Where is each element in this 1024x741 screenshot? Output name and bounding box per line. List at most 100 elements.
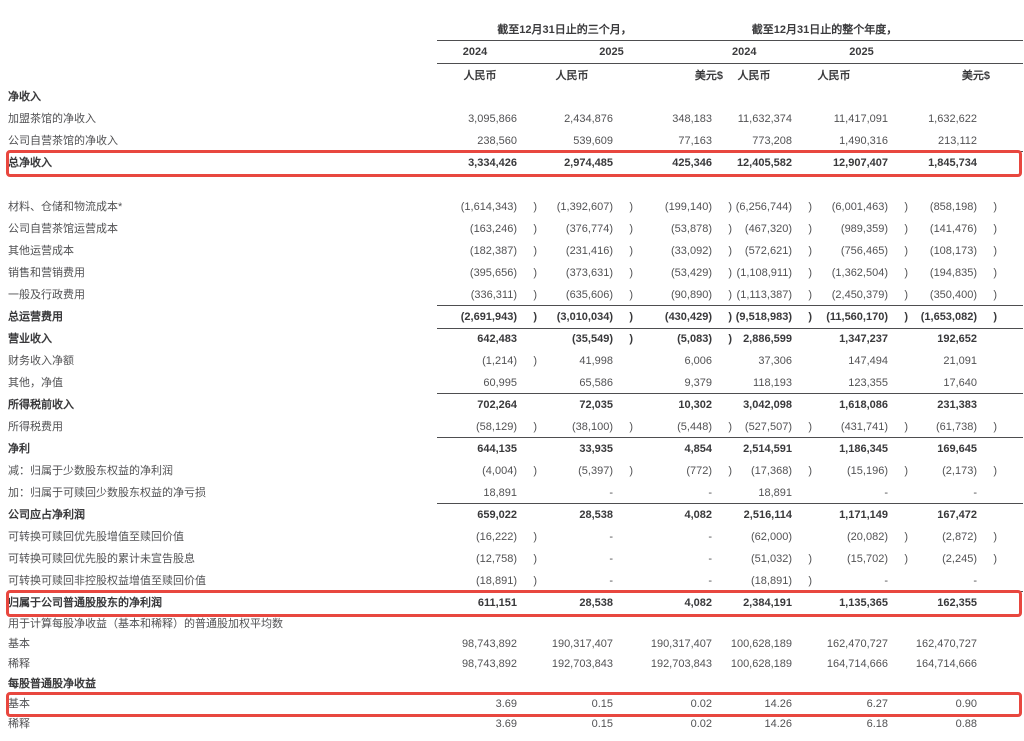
paren-suffix: ) [629, 421, 633, 433]
value-cell: 11,417,091 [834, 108, 908, 130]
value-cell: 2,384,191 [743, 592, 812, 614]
value-text: (33,092) [671, 245, 712, 257]
row-label: 所得税前收入 [8, 399, 74, 411]
paren-suffix: ) [808, 421, 812, 433]
value-cell: 213,112 [938, 130, 997, 152]
value-cell: (1,653,082)) [921, 306, 997, 328]
paren-suffix: ) [728, 289, 732, 301]
row-label: 可转换可赎回优先股的累计未宣告股息 [8, 553, 195, 565]
value-text: 348,183 [672, 113, 712, 125]
value-text: (6,256,744) [735, 201, 792, 213]
value-cell: 6.27 [867, 694, 908, 714]
paren-suffix: ) [533, 465, 537, 477]
year-header-row: 2024 2025 2024 2025 [0, 41, 1024, 63]
table-row: 所得税费用 (58,129)) (38,100)) (5,448)) (527,507)… [0, 416, 1024, 438]
table-row: 所得税前收入 702,264 72,035 10,302 3,042,098 1,618,… [0, 393, 1024, 416]
highlighted-table-row: 归属于公司普通股股东的净利润 611,151 28,538 4,082 2,384,19… [0, 589, 1024, 617]
paren-suffix: ) [904, 223, 908, 235]
value-cell: - [609, 482, 633, 504]
value-text: (5,083) [677, 333, 712, 345]
value-cell: (756,465)) [841, 240, 908, 262]
currency-header-row: 人民币 人民币 美元$ 人民币 人民币 美元$ [0, 64, 1024, 86]
paren-suffix: ) [904, 465, 908, 477]
highlighted-table-row: 基本 3.69 0.15 0.02 14.26 6.27 0.90 [0, 691, 1024, 717]
value-text: 3,042,098 [743, 399, 792, 411]
value-text: (11,560,170) [826, 311, 888, 323]
paren-suffix: ) [533, 553, 537, 565]
value-text: 37,306 [758, 355, 792, 367]
value-cell: 164,714,666 [827, 654, 908, 674]
value-text: (12,758) [476, 553, 517, 565]
value-cell: (35,549)) [572, 328, 633, 350]
value-text: 14.26 [764, 698, 792, 710]
value-cell: 162,470,727 [916, 634, 997, 654]
paren-suffix: ) [629, 245, 633, 257]
value-cell: (527,507)) [745, 416, 812, 438]
value-text: (2,173) [942, 465, 977, 477]
value-cell: (431,741)) [841, 416, 908, 438]
value-text: 539,609 [573, 135, 613, 147]
value-text: (5,397) [578, 465, 613, 477]
value-cell: (12,758)) [476, 548, 537, 570]
paren-suffix: ) [993, 223, 997, 235]
year-2024-quarter: 2024 [462, 46, 488, 58]
row-label: 加盟茶馆的净收入 [8, 113, 96, 125]
paren-suffix: ) [808, 267, 812, 279]
row-label: 减：归属于少数股东权益的净利润 [8, 465, 173, 477]
currency-header-usd-1: 美元$ [694, 70, 723, 82]
value-text: (141,476) [929, 223, 977, 235]
row-label: 其他运营成本 [8, 245, 74, 257]
value-text: 123,355 [848, 377, 888, 389]
paren-suffix: ) [808, 311, 812, 323]
value-text: 72,035 [579, 399, 613, 411]
value-text: 169,645 [937, 443, 977, 455]
value-text: - [609, 531, 613, 543]
paren-suffix: ) [904, 311, 908, 323]
value-text: 33,935 [579, 443, 613, 455]
row-label: 稀释 [8, 658, 30, 670]
value-text: (3,010,034) [556, 311, 613, 323]
value-text: 100,628,189 [730, 658, 792, 670]
value-cell: (182,387)) [470, 240, 537, 262]
value-text: (772) [686, 465, 712, 477]
value-cell: 0.15 [592, 714, 633, 734]
value-cell: 28,538 [579, 504, 633, 526]
value-cell: - [708, 548, 732, 570]
value-cell: 100,628,189 [731, 634, 812, 654]
value-text: 2,974,485 [564, 157, 613, 169]
value-text: (1,614,343) [460, 201, 517, 213]
value-text: 3.69 [495, 718, 517, 730]
row-label: 基本 [8, 638, 30, 650]
value-cell: 14.26 [764, 714, 812, 734]
value-text: (572,621) [744, 245, 792, 257]
table-row: 公司自营茶馆的净收入 238,560 539,609 77,163 773,208 1,4… [0, 130, 1024, 152]
value-cell: 162,470,727 [827, 634, 908, 654]
year-2024-fullyear: 2024 [732, 46, 757, 58]
value-text: 9,379 [684, 377, 712, 389]
row-label: 所得税费用 [8, 421, 63, 433]
value-cell: 0.15 [592, 694, 633, 714]
value-text: 41,998 [579, 355, 613, 367]
paren-suffix: ) [533, 575, 537, 587]
paren-suffix: ) [993, 421, 997, 433]
value-cell: (350,400)) [930, 284, 997, 306]
value-text: 644,135 [477, 443, 517, 455]
value-text: (6,001,463) [831, 201, 888, 213]
value-cell: (6,256,744)) [736, 196, 812, 218]
value-cell: 3,334,426 [468, 152, 537, 174]
paren-suffix: ) [533, 421, 537, 433]
value-text: 4,082 [684, 509, 712, 521]
value-cell: 231,383 [937, 394, 997, 416]
table-row: 其他，净值 60,995 65,586 9,379 118,193 123,355 17,6… [0, 372, 1024, 394]
value-cell: (5,397)) [578, 460, 633, 482]
value-cell: 18,891 [483, 482, 537, 504]
value-text: 98,743,892 [461, 658, 517, 670]
value-cell: (231,416)) [566, 240, 633, 262]
value-cell: 4,082 [684, 592, 732, 614]
value-cell: (5,083)) [677, 328, 732, 350]
value-text: 1,490,316 [839, 135, 888, 147]
paren-suffix: ) [533, 245, 537, 257]
value-text: (20,082) [847, 531, 888, 543]
value-text: 65,586 [579, 377, 613, 389]
value-text: 213,112 [938, 135, 977, 147]
